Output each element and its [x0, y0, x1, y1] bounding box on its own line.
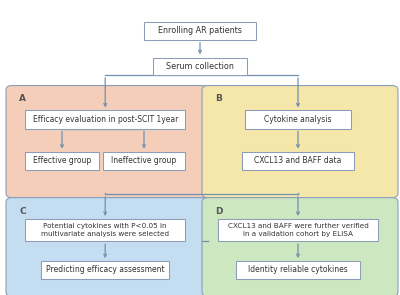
FancyBboxPatch shape — [25, 110, 185, 129]
Text: Effective group: Effective group — [33, 156, 91, 165]
FancyBboxPatch shape — [144, 22, 256, 40]
Text: Potential cytokines with P<0.05 in
multivariate analysis were selected: Potential cytokines with P<0.05 in multi… — [41, 223, 169, 237]
Text: Cytokine analysis: Cytokine analysis — [264, 115, 332, 124]
Text: Serum collection: Serum collection — [166, 62, 234, 71]
Text: Efficacy evaluation in post-SCIT 1year: Efficacy evaluation in post-SCIT 1year — [32, 115, 178, 124]
Text: C: C — [19, 206, 26, 216]
Text: Ineffective group: Ineffective group — [111, 156, 177, 165]
FancyBboxPatch shape — [41, 261, 169, 279]
FancyBboxPatch shape — [236, 261, 360, 279]
FancyBboxPatch shape — [242, 152, 354, 170]
Text: CXCL13 and BAFF data: CXCL13 and BAFF data — [254, 156, 342, 165]
FancyBboxPatch shape — [6, 86, 208, 198]
FancyBboxPatch shape — [218, 219, 378, 241]
Text: Predicting efficacy assessment: Predicting efficacy assessment — [46, 266, 164, 274]
Text: Enrolling AR patients: Enrolling AR patients — [158, 27, 242, 35]
Text: CXCL13 and BAFF were further verified
in a validation cohort by ELISA: CXCL13 and BAFF were further verified in… — [228, 223, 368, 237]
FancyBboxPatch shape — [153, 58, 247, 75]
Text: B: B — [215, 94, 222, 104]
FancyBboxPatch shape — [6, 198, 208, 295]
FancyBboxPatch shape — [202, 86, 398, 198]
Text: A: A — [19, 94, 26, 104]
Text: Identity reliable cytokines: Identity reliable cytokines — [248, 266, 348, 274]
Text: D: D — [215, 206, 223, 216]
FancyBboxPatch shape — [202, 198, 398, 295]
FancyBboxPatch shape — [25, 219, 185, 241]
FancyBboxPatch shape — [245, 110, 351, 129]
FancyBboxPatch shape — [103, 152, 185, 170]
FancyBboxPatch shape — [25, 152, 99, 170]
